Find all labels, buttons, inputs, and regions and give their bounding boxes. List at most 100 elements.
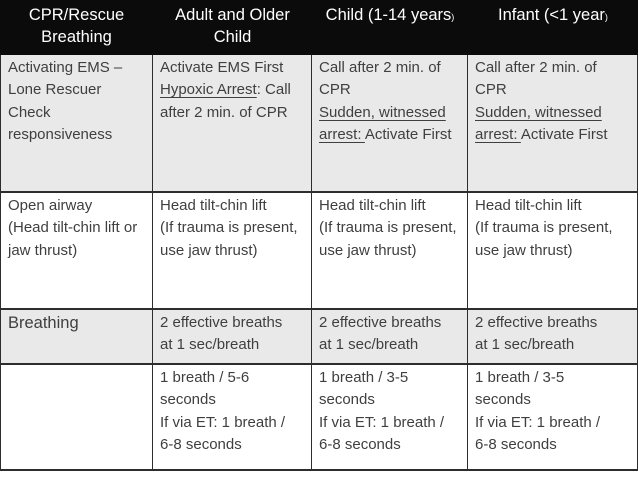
text-run: (If trauma is present, [475,219,613,237]
table-cell [0,365,153,469]
text-run: Head tilt-chin lift [160,197,267,214]
text-line: seconds [475,389,632,411]
text-line: arrest: Activate First [475,124,632,146]
text-run: Activate EMS First [160,59,284,76]
text-run: : Call [256,81,291,99]
table-row: Open airway (Head tilt-chin lift or jaw th… [0,193,638,310]
text-run: Head tilt-chin lift [475,197,582,214]
text-line: CPR [319,79,462,101]
text-line: use jaw thrust) [319,240,462,262]
text-line: 1 breath / 5-6 [160,367,306,389]
text-line: 2 effective breaths [319,312,462,334]
text-line: Breathing [8,312,147,334]
text-run: after 2 min. of CPR [160,103,288,121]
text-line: Child [153,26,312,48]
text-line: Infant (<1 year) [468,4,638,28]
text-line: Sudden, witnessed [475,102,632,124]
text-run: If via ET: 1 breath / [475,413,601,431]
header-cell: Child (1-14 years) [312,0,468,55]
underlined-text-run: arrest: [319,126,365,144]
text-run: Child [213,28,252,47]
text-run: use jaw thrust) [160,241,258,259]
table-cell: Open airway (Head tilt-chin lift or jaw th… [0,193,153,308]
table-cell: Call after 2 min. of CPR Sudden, witnessed… [312,55,468,191]
text-run: seconds [475,391,531,409]
table-cell: Breathing [0,310,153,363]
text-run: (If trauma is present, [160,219,298,237]
text-run: 1 breath / 3-5 [475,369,565,386]
text-run: Head tilt-chin lift [319,197,426,214]
text-run: Activating EMS – [8,59,123,76]
text-run: (Head tilt-chin lift or [8,219,138,237]
text-line: If via ET: 1 breath / [319,412,462,434]
underlined-text-run: Hypoxic Arrest [160,81,257,99]
text-line: Breathing [0,26,153,48]
text-line: 1 breath / 3-5 [475,367,632,389]
table-cell: 1 breath / 3-5 seconds If via ET: 1 breath… [468,365,638,469]
text-run: 2 effective breaths [475,314,598,331]
text-line: (If trauma is present, [160,217,306,239]
text-run: If via ET: 1 breath / [319,413,445,431]
text-line: 1 breath / 3-5 [319,367,462,389]
text-line: use jaw thrust) [475,240,632,262]
underlined-text-run: arrest: [475,126,521,144]
text-line: seconds [319,389,462,411]
text-line: Adult and Older [153,4,312,26]
text-run: responsiveness [8,126,113,144]
text-run: at 1 sec/breath [475,336,575,354]
text-line: Sudden, witnessed [319,102,462,124]
text-line: If via ET: 1 breath / [475,412,632,434]
text-run: Breathing [8,314,79,332]
table-cell: Call after 2 min. of CPR Sudden, witnessed… [468,55,638,191]
text-line: 6-8 seconds [319,434,462,456]
text-line: Call after 2 min. of [319,57,462,79]
text-run: Child (1-14 years [325,6,452,24]
text-line: Hypoxic Arrest: Call [160,79,306,101]
text-line: Head tilt-chin lift [319,195,462,217]
header-cell: CPR/Rescue Breathing [0,0,153,55]
text-line: CPR/Rescue [0,4,153,26]
text-line: Check [8,102,147,124]
text-run: Activate First [364,126,452,144]
text-line: CPR [475,79,632,101]
text-run: jaw thrust) [8,241,78,259]
text-line: Call after 2 min. of [475,57,632,79]
text-line: Lone Rescuer [8,79,147,101]
text-line: Head tilt-chin lift [475,195,632,217]
text-run: seconds [160,391,216,409]
text-line: 6-8 seconds [475,434,632,456]
text-line: 2 effective breaths [160,312,306,334]
table-cell: 2 effective breaths at 1 sec/breath [312,310,468,363]
text-line: Open airway [8,195,147,217]
text-run: 6-8 seconds [319,436,401,454]
text-line: at 1 sec/breath [160,334,306,356]
text-line: responsiveness [8,124,147,146]
table-row: 1 breath / 5-6 seconds If via ET: 1 breath… [0,365,638,471]
text-line: (If trauma is present, [319,217,462,239]
text-line: seconds [160,389,306,411]
text-line: If via ET: 1 breath / [160,412,306,434]
text-run: Open airway [8,197,93,214]
text-run: 1 breath / 5-6 [160,369,250,386]
text-line: (Head tilt-chin lift or [8,217,147,239]
text-line: Activating EMS – [8,57,147,79]
text-line: use jaw thrust) [160,240,306,262]
text-run: CPR [319,81,351,99]
text-line: arrest: Activate First [319,124,462,146]
text-run: 1 breath / 3-5 [319,369,409,386]
header-cell: Adult and Older Child [153,0,312,55]
underlined-text-run: Sudden, witnessed [475,103,602,121]
text-run: Call after 2 min. of [475,59,597,76]
text-line: 2 effective breaths [475,312,632,334]
table-cell: 2 effective breaths at 1 sec/breath [153,310,312,363]
text-run: CPR/Rescue [28,6,125,24]
text-run: at 1 sec/breath [160,336,260,354]
text-run: Check [8,103,51,121]
table-cell: Head tilt-chin lift (If trauma is present… [468,193,638,308]
text-run: 6-8 seconds [475,436,557,454]
text-run: seconds [319,391,375,409]
text-line: at 1 sec/breath [475,334,632,356]
table-cell: 2 effective breaths at 1 sec/breath [468,310,638,363]
text-run: 6-8 seconds [160,436,242,454]
